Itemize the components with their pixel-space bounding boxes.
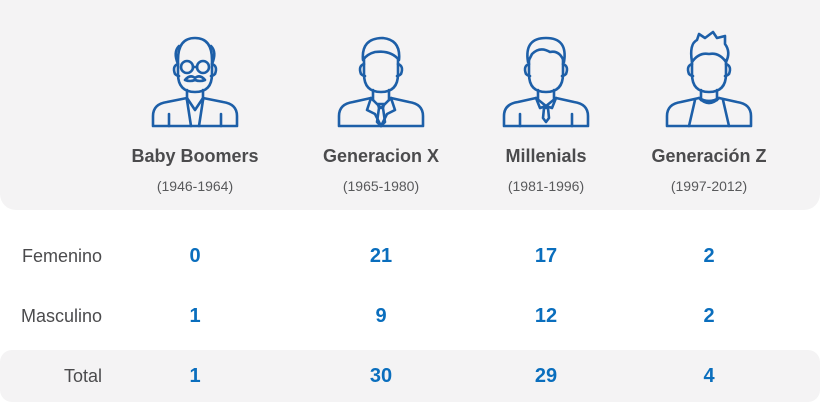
cell-value: 1 — [189, 365, 201, 387]
generation-column-millenials: Millenials (1981-1996) — [461, 0, 631, 210]
row-label: Masculino — [20, 306, 102, 326]
cell-value: 30 — [369, 365, 393, 387]
table-row-femenino: Femenino 0 21 17 2 — [0, 230, 820, 282]
man-shirt-icon — [496, 30, 596, 130]
generation-column-baby-boomers: Baby Boomers (1946-1964) — [110, 0, 280, 210]
man-suit-icon — [331, 30, 431, 130]
generation-years: (1965-1980) — [342, 178, 420, 194]
cell-value: 9 — [375, 305, 387, 327]
generation-years: (1997-2012) — [670, 178, 748, 194]
cell-value: 2 — [703, 305, 715, 327]
generations-header-panel — [0, 0, 820, 210]
grandfather-icon — [145, 30, 245, 130]
row-label: Femenino — [21, 246, 102, 266]
cell-value: 2 — [703, 245, 715, 267]
generation-name: Baby Boomers — [131, 146, 259, 166]
generation-years: (1946-1964) — [156, 178, 234, 194]
generation-column-generacion-x: Generacion X (1965-1980) — [296, 0, 466, 210]
generation-name: Millenials — [505, 146, 587, 166]
generation-name: Generación Z — [651, 146, 767, 166]
table-row-total: Total 1 30 29 4 — [0, 350, 820, 402]
generation-column-generacion-z: Generación Z (1997-2012) — [624, 0, 794, 210]
row-label: Total — [63, 366, 102, 386]
cell-value: 21 — [369, 245, 393, 267]
cell-value: 29 — [534, 365, 558, 387]
table-row-masculino: Masculino 1 9 12 2 — [0, 290, 820, 342]
generation-name: Generacion X — [322, 146, 440, 166]
cell-value: 17 — [534, 245, 558, 267]
cell-value: 1 — [189, 305, 201, 327]
cell-value: 4 — [703, 365, 715, 387]
young-man-icon — [659, 30, 759, 130]
cell-value: 12 — [534, 305, 558, 327]
cell-value: 0 — [189, 245, 201, 267]
generation-years: (1981-1996) — [507, 178, 585, 194]
